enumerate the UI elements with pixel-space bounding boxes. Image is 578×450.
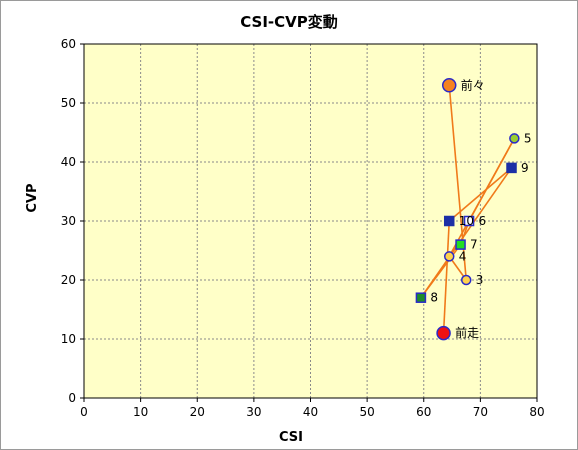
x-tick-label: 0 — [80, 405, 88, 419]
y-axis-title: CVP — [25, 183, 40, 212]
connector-line — [442, 220, 451, 334]
point-label: 3 — [476, 273, 484, 287]
point-marker — [436, 325, 451, 341]
point-label: 前々 — [461, 77, 485, 92]
x-tick-label: 10 — [133, 405, 148, 419]
x-tick-label: 40 — [303, 405, 318, 419]
point-label: 前走 — [455, 325, 479, 340]
point-marker — [460, 274, 472, 286]
y-tick-label: 20 — [61, 273, 76, 287]
connector-line — [448, 167, 513, 222]
point-label: 10 — [459, 214, 474, 228]
point-marker — [443, 251, 455, 262]
point-marker — [509, 133, 520, 144]
point-marker — [443, 215, 455, 227]
x-tick-label: 50 — [359, 405, 374, 419]
point-marker — [455, 239, 466, 250]
y-tick-label: 50 — [61, 96, 76, 110]
y-tick-label: 40 — [61, 155, 76, 169]
connector-line — [468, 138, 516, 222]
point-marker — [506, 162, 517, 174]
x-axis-title: CSI — [279, 430, 303, 445]
x-tick-label: 60 — [416, 405, 431, 419]
y-axis-ticks: 0 10 20 30 40 50 60 — [61, 37, 84, 405]
x-tick-label: 80 — [529, 405, 544, 419]
point-label: 9 — [521, 161, 529, 175]
data-markers — [415, 78, 520, 341]
point-label: 6 — [479, 214, 487, 228]
x-tick-label: 30 — [246, 405, 261, 419]
x-tick-label: 70 — [473, 405, 488, 419]
point-label: 8 — [430, 291, 438, 305]
y-tick-label: 30 — [61, 214, 76, 228]
point-marker — [463, 215, 475, 227]
connector-line — [420, 167, 513, 299]
point-marker — [441, 78, 457, 93]
y-tick-label: 0 — [68, 391, 76, 405]
point-label: 5 — [524, 131, 532, 145]
point-marker — [415, 292, 427, 303]
x-tick-label: 20 — [190, 405, 205, 419]
point-label: 4 — [459, 249, 467, 263]
x-axis-ticks: 0 10 20 30 40 50 60 70 80 — [80, 398, 545, 419]
y-tick-label: 10 — [61, 332, 76, 346]
grid — [84, 44, 537, 398]
chart-title: CSI-CVP変動 — [240, 13, 338, 31]
point-label: 7 — [470, 238, 478, 252]
y-tick-label: 60 — [61, 37, 76, 51]
